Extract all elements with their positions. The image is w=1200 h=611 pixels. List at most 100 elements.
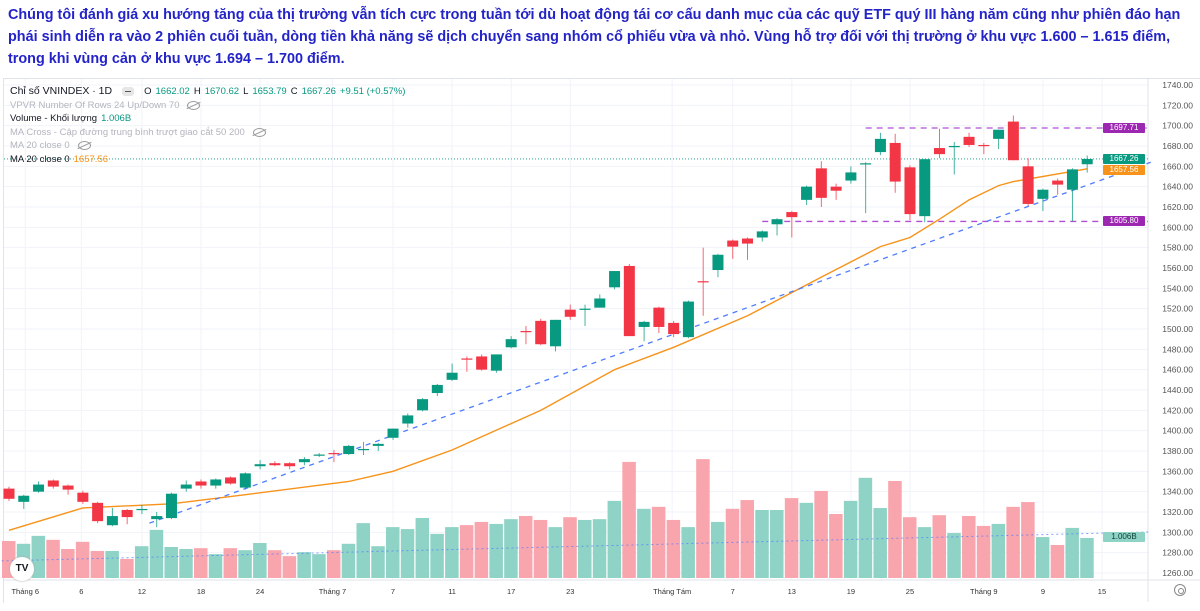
volume-bar [770,510,784,578]
y-tick-label: 1660.00 [1162,161,1193,171]
candle-down [727,240,739,247]
ma20-indicator[interactable]: MA 20 close 0 [10,153,70,165]
volume-bar [267,550,282,578]
candle-up [505,339,517,348]
candle-down [889,142,901,182]
volume-indicator[interactable]: Volume - Khối lượng [10,113,98,124]
hidden-eye-icon[interactable] [252,127,266,137]
settings-gear-icon[interactable] [1174,584,1186,596]
volume-bar [725,508,740,578]
volume-bar [799,502,814,578]
volume-bar [371,546,385,578]
x-tick-label: 7 [391,587,395,596]
ma20-price-tag: 1657.56 [1103,165,1145,175]
hidden-eye-icon[interactable] [77,141,91,151]
hidden-eye-icon[interactable] [187,100,201,110]
y-tick-label: 1280.00 [1162,548,1193,558]
candle-up [609,271,621,288]
candle-up [490,354,502,371]
x-tick-label: 25 [906,587,914,596]
x-tick-label: 9 [1041,587,1045,596]
symbol-title[interactable]: Chỉ số VNINDEX · 1D [10,85,113,97]
vpvr-indicator[interactable]: VPVR Number Of Rows 24 Up/Down 70 [10,99,180,111]
candle-up [845,172,857,181]
paragraph-line: phái sinh diễn ra vào 2 phiên cuối tuần,… [8,29,1171,45]
x-tick-label: 19 [847,587,855,596]
ma-cross-indicator[interactable]: MA Cross - Cập đường trung bình trượt gi… [10,126,245,138]
candle-down [1007,121,1019,161]
volume-bar [991,523,1006,578]
candle-up [712,254,724,271]
y-tick-label: 1300.00 [1162,527,1193,537]
candle-up [106,516,118,526]
candle-down [653,307,665,327]
chart-panel[interactable] [3,78,1200,603]
candle-up [313,454,325,456]
volume-bar [637,508,651,578]
y-tick-label: 1480.00 [1162,344,1193,354]
volume-bar [518,515,533,578]
candle-up [1037,189,1049,199]
candle-up [402,415,414,424]
volume-bar [1006,506,1020,578]
y-tick-label: 1560.00 [1162,263,1193,273]
collapse-icon[interactable] [122,87,135,97]
candle-down [47,480,59,487]
ma20-hidden-indicator[interactable]: MA 20 close 0 [10,140,70,151]
candle-down [225,477,237,484]
high-value: 1670.62 [204,86,240,97]
volume-bar [61,548,75,578]
volume-bar [578,519,592,578]
candle-up [682,301,694,338]
y-tick-label: 1580.00 [1162,243,1193,253]
candle-up [298,459,310,463]
y-tick-label: 1460.00 [1162,365,1193,375]
candle-up [33,484,45,492]
x-tick-label: 17 [507,587,515,596]
candle-up [993,129,1005,139]
volume-bar [90,550,105,578]
y-tick-label: 1540.00 [1162,283,1193,293]
y-tick-label: 1640.00 [1162,182,1193,192]
volume-bar [932,515,947,578]
candle-down [904,167,916,215]
candle-down [461,358,473,360]
volume-bar [814,490,828,578]
candle-down [742,238,753,244]
volume-bar [592,519,607,578]
high-label: H [193,86,201,97]
volume-bar [710,521,725,578]
y-tick-label: 1700.00 [1162,121,1193,131]
volume-bar [622,461,636,578]
volume-bar [459,525,474,578]
y-tick-label: 1420.00 [1162,405,1193,415]
candle-down [269,463,281,466]
open-label: O [144,86,152,97]
y-tick-label: 1400.00 [1162,426,1193,436]
candle-down [697,281,709,283]
tradingview-logo[interactable]: TV [10,557,34,581]
candle-down [3,488,15,499]
volume-bar [548,527,562,578]
y-tick-label: 1320.00 [1162,507,1193,517]
y-tick-label: 1600.00 [1162,222,1193,232]
y-tick-label: 1360.00 [1162,466,1193,476]
volume-bar [149,529,164,578]
candle-down [668,322,680,335]
volume-bar [873,508,887,578]
candle-down [77,492,89,502]
y-tick-label: 1380.00 [1162,446,1193,456]
candle-down [815,168,827,198]
volume-bar [297,552,311,578]
x-tick-label: 23 [566,587,574,596]
x-tick-label: 12 [138,587,146,596]
volume-bar [888,480,902,578]
x-tick-label: 13 [788,587,796,596]
y-tick-label: 1520.00 [1162,304,1193,314]
support-price-tag: 1605.80 [1103,216,1145,226]
volume-bar [1065,527,1079,578]
volume-bar [563,517,577,578]
y-tick-label: 1260.00 [1162,568,1193,578]
volume-bar [947,533,961,578]
